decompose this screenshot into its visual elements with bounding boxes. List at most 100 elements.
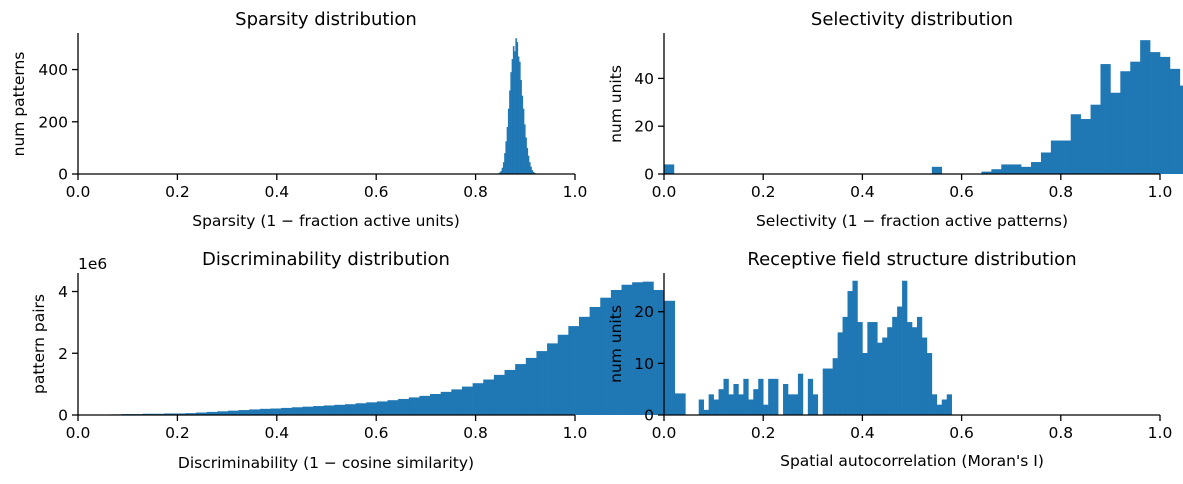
receptive-field-panel: Receptive field structure distribution n…: [607, 249, 1172, 470]
receptive-field-bar: [743, 378, 749, 415]
discriminability-bar: [291, 407, 303, 415]
receptive-field-bars: [664, 280, 952, 415]
discriminability-bar: [206, 411, 218, 415]
receptive-field-xtick-label: 0.2: [751, 424, 776, 442]
receptive-field-bar: [912, 327, 918, 415]
selectivity-bar: [1140, 40, 1151, 174]
discriminability-bar: [493, 374, 505, 415]
receptive-field-bar: [738, 394, 744, 415]
selectivity-bar: [1001, 164, 1012, 174]
receptive-field-ytick-label: 10: [634, 355, 654, 373]
sparsity-xtick-label: 1.0: [563, 183, 588, 201]
receptive-field-bar: [668, 389, 675, 415]
discriminability-bar: [430, 394, 442, 415]
receptive-field-bar: [673, 399, 680, 415]
sparsity-bar: [526, 147, 529, 174]
discriminability-bar: [419, 395, 431, 415]
discriminability-bar: [302, 406, 314, 415]
selectivity-xlabel: Selectivity (1 − fraction active pattern…: [756, 212, 1068, 230]
receptive-field-bar: [926, 353, 933, 415]
discriminability-bar: [238, 410, 250, 415]
sparsity-ytick-label: 400: [38, 61, 68, 79]
discriminability-bar: [610, 289, 622, 415]
discriminability-bar: [515, 364, 527, 415]
selectivity-xtick-label: 0.6: [949, 183, 974, 201]
discriminability-bar: [642, 281, 654, 415]
sparsity-bar: [522, 108, 525, 174]
sparsity-bar: [502, 162, 505, 174]
sparsity-bar: [532, 171, 535, 174]
sparsity-bar: [507, 108, 510, 174]
sparsity-bars: [497, 38, 536, 175]
sparsity-xtick-label: 0.2: [165, 183, 190, 201]
receptive-field-bar: [862, 353, 868, 415]
receptive-field-ytick-label: 0: [644, 407, 654, 425]
discriminability-bar: [270, 408, 282, 415]
receptive-field-bar: [907, 322, 913, 415]
receptive-field-bar: [867, 322, 873, 415]
receptive-field-bar: [902, 280, 908, 415]
receptive-field-bar: [897, 306, 903, 415]
discriminability-xtick-label: 0.8: [463, 424, 488, 442]
sparsity-bar: [499, 172, 501, 174]
selectivity-xtick-label: 0.2: [751, 183, 776, 201]
discriminability-bar: [653, 289, 665, 415]
discriminability-bar: [164, 413, 176, 415]
receptive-field-bar: [698, 399, 704, 415]
discriminability-bar: [196, 412, 208, 415]
sparsity-title: Sparsity distribution: [235, 9, 417, 30]
selectivity-bar: [1080, 119, 1091, 174]
receptive-field-bar: [921, 337, 928, 415]
sparsity-bar: [504, 153, 506, 174]
sparsity-bar: [509, 90, 511, 174]
sparsity-bar: [525, 137, 527, 174]
discriminability-bar: [557, 334, 569, 415]
receptive-field-bar: [718, 389, 724, 415]
discriminability-bar: [344, 404, 356, 415]
receptive-field-bar: [812, 394, 819, 415]
selectivity-xtick-label: 0.4: [850, 183, 875, 201]
discriminability-bar: [674, 393, 686, 415]
discriminability-bar: [440, 391, 452, 415]
sparsity-bar: [505, 141, 507, 174]
discriminability-bar: [525, 357, 537, 415]
receptive-field-bar: [792, 394, 799, 415]
selectivity-bar: [981, 171, 992, 174]
selectivity-ticks: 0.0 0.2 0.4 0.6 0.8 1.0 0 20 40: [634, 70, 1172, 201]
sparsity-bar: [524, 124, 526, 174]
selectivity-bar: [1179, 85, 1183, 174]
discriminability-ytick-label: 2: [58, 345, 68, 363]
receptive-field-bar: [733, 384, 739, 415]
receptive-field-bar: [678, 404, 685, 415]
receptive-field-bar: [807, 378, 814, 415]
discriminability-bar: [536, 351, 548, 415]
receptive-field-bar: [847, 291, 853, 415]
receptive-field-xtick-label: 0.4: [850, 424, 875, 442]
sparsity-bar: [515, 38, 517, 174]
selectivity-bar: [1021, 166, 1032, 174]
discriminability-bar: [600, 297, 612, 415]
selectivity-ytick-label: 20: [634, 118, 654, 136]
discriminability-bar: [664, 300, 675, 415]
selectivity-bar: [1169, 68, 1181, 174]
sparsity-bar: [511, 59, 514, 174]
receptive-field-bar: [946, 394, 952, 415]
discriminability-xtick-label: 0.4: [264, 424, 289, 442]
sparsity-bar: [516, 42, 519, 174]
sparsity-xtick-label: 0.6: [364, 183, 389, 201]
receptive-field-xtick-label: 1.0: [1148, 424, 1173, 442]
receptive-field-xlabel: Spatial autocorrelation (Moran's I): [780, 452, 1044, 470]
discriminability-bar: [504, 369, 516, 415]
receptive-field-bar: [827, 368, 833, 415]
selectivity-bar: [1050, 140, 1062, 174]
sparsity-ylabel: num patterns: [10, 52, 28, 157]
selectivity-bar: [1110, 92, 1121, 174]
discriminability-bar: [366, 402, 378, 415]
sparsity-ytick-label: 200: [38, 113, 68, 131]
receptive-field-bar: [887, 327, 893, 415]
receptive-field-bar: [842, 316, 848, 415]
receptive-field-bar: [783, 384, 789, 415]
sparsity-bar: [521, 95, 524, 174]
selectivity-bar: [1130, 61, 1141, 174]
receptive-field-bar: [877, 342, 883, 415]
